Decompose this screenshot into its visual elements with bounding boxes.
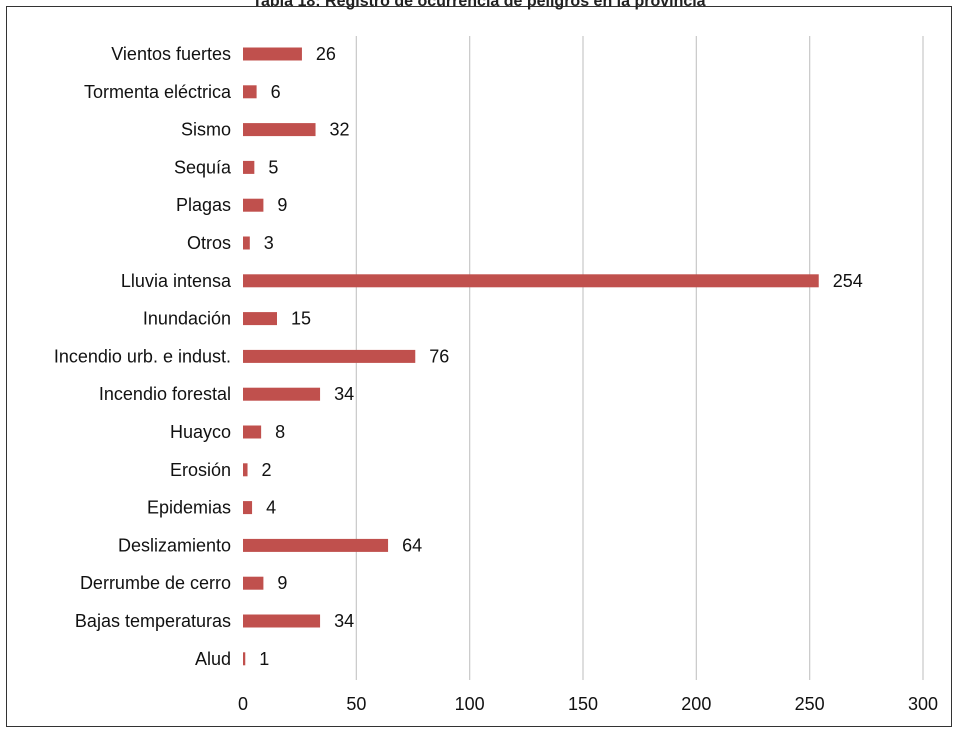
category-label: Huayco <box>170 422 231 442</box>
category-label: Sismo <box>181 120 231 140</box>
x-tick-label: 0 <box>238 694 248 714</box>
category-label: Deslizamiento <box>118 535 231 555</box>
bar <box>243 198 264 212</box>
value-label: 6 <box>271 82 281 102</box>
category-labels: Vientos fuertes Tormenta eléctrica Sismo Se… <box>54 44 232 669</box>
value-label: 8 <box>275 422 285 442</box>
chart-title: Tabla 18: Registro de ocurrencia de peli… <box>252 0 706 10</box>
value-label: 5 <box>268 157 278 177</box>
category-label: Lluvia intensa <box>121 271 232 291</box>
bar <box>243 349 416 363</box>
value-label: 34 <box>334 611 354 631</box>
x-tick-label: 100 <box>455 694 485 714</box>
value-label: 254 <box>833 271 863 291</box>
bar <box>243 85 257 99</box>
category-label: Incendio urb. e indust. <box>54 346 231 366</box>
value-label: 26 <box>316 44 336 64</box>
value-label: 34 <box>334 384 354 404</box>
bar <box>243 123 316 137</box>
bars <box>243 47 819 666</box>
value-label: 2 <box>262 460 272 480</box>
category-label: Sequía <box>174 157 232 177</box>
value-label: 32 <box>330 120 350 140</box>
bar <box>243 501 253 515</box>
value-label: 9 <box>277 573 287 593</box>
x-tick-label: 250 <box>795 694 825 714</box>
category-label: Incendio forestal <box>99 384 231 404</box>
x-tick-label: 50 <box>346 694 366 714</box>
bar <box>243 463 248 477</box>
value-label: 3 <box>264 233 274 253</box>
chart-frame <box>6 6 952 727</box>
x-axis-ticks: 0 50 100 150 200 250 300 <box>238 694 938 714</box>
x-tick-label: 300 <box>908 694 938 714</box>
x-tick-label: 200 <box>681 694 711 714</box>
bar <box>243 538 389 552</box>
x-tick-label: 150 <box>568 694 598 714</box>
category-label: Inundación <box>143 309 231 329</box>
bar <box>243 47 302 61</box>
bar <box>243 312 277 326</box>
category-label: Plagas <box>176 195 231 215</box>
category-label: Derrumbe de cerro <box>80 573 231 593</box>
value-label: 1 <box>259 649 269 669</box>
bar <box>243 274 819 288</box>
bar <box>243 425 262 439</box>
value-label: 4 <box>266 498 276 518</box>
category-label: Alud <box>195 649 231 669</box>
category-label: Otros <box>187 233 231 253</box>
category-label: Bajas temperaturas <box>75 611 231 631</box>
bar <box>243 576 264 590</box>
value-label: 76 <box>429 346 449 366</box>
value-label: 64 <box>402 535 422 555</box>
category-label: Vientos fuertes <box>111 44 231 64</box>
bar <box>243 652 246 666</box>
category-label: Tormenta eléctrica <box>84 82 232 102</box>
bar <box>243 236 250 250</box>
category-label: Erosión <box>170 460 231 480</box>
bar <box>243 387 321 401</box>
category-label: Epidemias <box>147 498 231 518</box>
value-label: 15 <box>291 309 311 329</box>
value-label: 9 <box>277 195 287 215</box>
bar <box>243 160 255 174</box>
bar <box>243 614 321 628</box>
